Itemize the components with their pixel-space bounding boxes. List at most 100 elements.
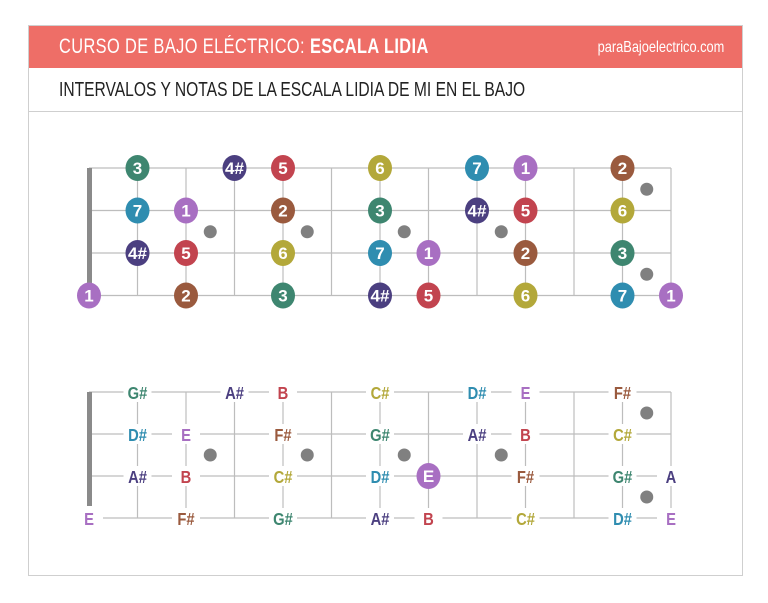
note-text: 2 <box>278 202 287 221</box>
inlay-dot <box>203 225 217 239</box>
note-label: A <box>657 466 685 487</box>
interval-marker: 3 <box>610 240 635 266</box>
label-bg <box>269 466 297 486</box>
note-text: 7 <box>472 159 481 178</box>
note-label: A# <box>366 508 394 529</box>
note-text: 3 <box>133 159 142 178</box>
note-circle <box>416 282 441 309</box>
note-text: 7 <box>133 202 142 221</box>
note-text: B <box>520 426 531 446</box>
note-label: E <box>75 508 103 529</box>
label-bg <box>366 466 394 486</box>
note-circle <box>368 282 392 309</box>
note-label: E <box>416 463 441 489</box>
note-label: F# <box>269 424 297 445</box>
note-label: G# <box>123 382 152 403</box>
note-label: G# <box>608 466 637 487</box>
note-circle <box>174 197 198 224</box>
interval-marker: 7 <box>368 240 392 266</box>
note-label: G# <box>366 424 394 445</box>
note-circle <box>271 197 295 224</box>
note-circle <box>416 240 441 266</box>
note-circle <box>77 282 101 309</box>
interval-marker: 2 <box>513 240 538 266</box>
label-bg <box>463 424 491 444</box>
note-label: D# <box>608 508 637 529</box>
interval-marker: 5 <box>271 155 295 181</box>
note-label: A# <box>463 424 491 445</box>
inlay-dot <box>494 448 508 462</box>
interval-marker: 4# <box>125 240 150 266</box>
note-circle <box>368 155 392 181</box>
note-text: 6 <box>618 202 627 221</box>
note-label: B <box>172 466 200 487</box>
label-bg <box>657 508 685 528</box>
note-text: A# <box>371 510 390 530</box>
inlay-dot <box>640 182 654 196</box>
note-label: B <box>414 508 443 529</box>
note-label: E <box>657 508 685 529</box>
intervals-fretboard: 3 4# 5 6 7 1 27 1 2 3 4# 5 64# 5 6 7 1 2 31 2 3 4# 5 6 7 1 <box>77 155 683 309</box>
interval-marker: 1 <box>659 282 683 309</box>
note-text: 4# <box>128 244 147 263</box>
note-circle <box>513 155 538 181</box>
label-bg <box>463 382 491 402</box>
label-bg <box>269 424 297 444</box>
note-label: E <box>511 382 540 403</box>
note-circle <box>174 240 198 266</box>
note-circle <box>271 240 295 266</box>
label-bg <box>511 508 540 528</box>
note-text: A# <box>468 426 487 446</box>
note-text: G# <box>370 426 390 446</box>
label-bg <box>123 382 152 402</box>
note-label: B <box>269 382 297 403</box>
interval-marker: 1 <box>174 197 198 224</box>
nut <box>87 168 92 284</box>
note-circle <box>125 155 150 181</box>
note-text: 5 <box>521 202 530 221</box>
note-label: D# <box>463 382 491 403</box>
note-text: 1 <box>521 159 530 178</box>
note-label: G# <box>269 508 297 529</box>
note-label: D# <box>123 424 152 445</box>
label-bg <box>269 508 297 528</box>
note-text: C# <box>613 426 632 446</box>
label-bg <box>269 382 297 402</box>
note-circle <box>416 463 441 489</box>
note-text: G# <box>273 510 293 530</box>
interval-marker: 5 <box>174 240 198 266</box>
label-bg <box>511 382 540 402</box>
note-circle <box>465 197 489 224</box>
note-text: 1 <box>84 287 93 306</box>
label-bg <box>172 508 200 528</box>
note-circle <box>610 155 635 181</box>
note-label: A# <box>123 466 152 487</box>
label-bg <box>414 508 443 528</box>
note-label: E <box>172 424 200 445</box>
note-text: 3 <box>278 287 287 306</box>
interval-marker: 4# <box>368 282 392 309</box>
note-text: 6 <box>375 159 384 178</box>
note-text: E <box>181 426 191 446</box>
interval-marker: 2 <box>610 155 635 181</box>
note-label: F# <box>172 508 200 529</box>
note-text: 5 <box>424 287 433 306</box>
note-text: 7 <box>375 244 384 263</box>
inlay-dot <box>397 225 411 239</box>
label-bg <box>608 508 637 528</box>
note-circle <box>271 282 295 309</box>
note-text: B <box>181 468 192 488</box>
interval-marker: 3 <box>368 197 392 224</box>
interval-marker: 6 <box>368 155 392 181</box>
interval-marker: 2 <box>174 282 198 309</box>
note-text: F# <box>517 468 534 488</box>
note-circle <box>513 282 538 309</box>
subtitle: INTERVALOS Y NOTAS DE LA ESCALA LIDIA DE… <box>59 79 526 101</box>
label-bg <box>366 382 394 402</box>
note-label: D# <box>366 466 394 487</box>
inlay-dot <box>640 406 654 420</box>
note-text: 5 <box>278 159 287 178</box>
interval-marker: 7 <box>610 282 635 309</box>
note-text: 1 <box>424 244 433 263</box>
